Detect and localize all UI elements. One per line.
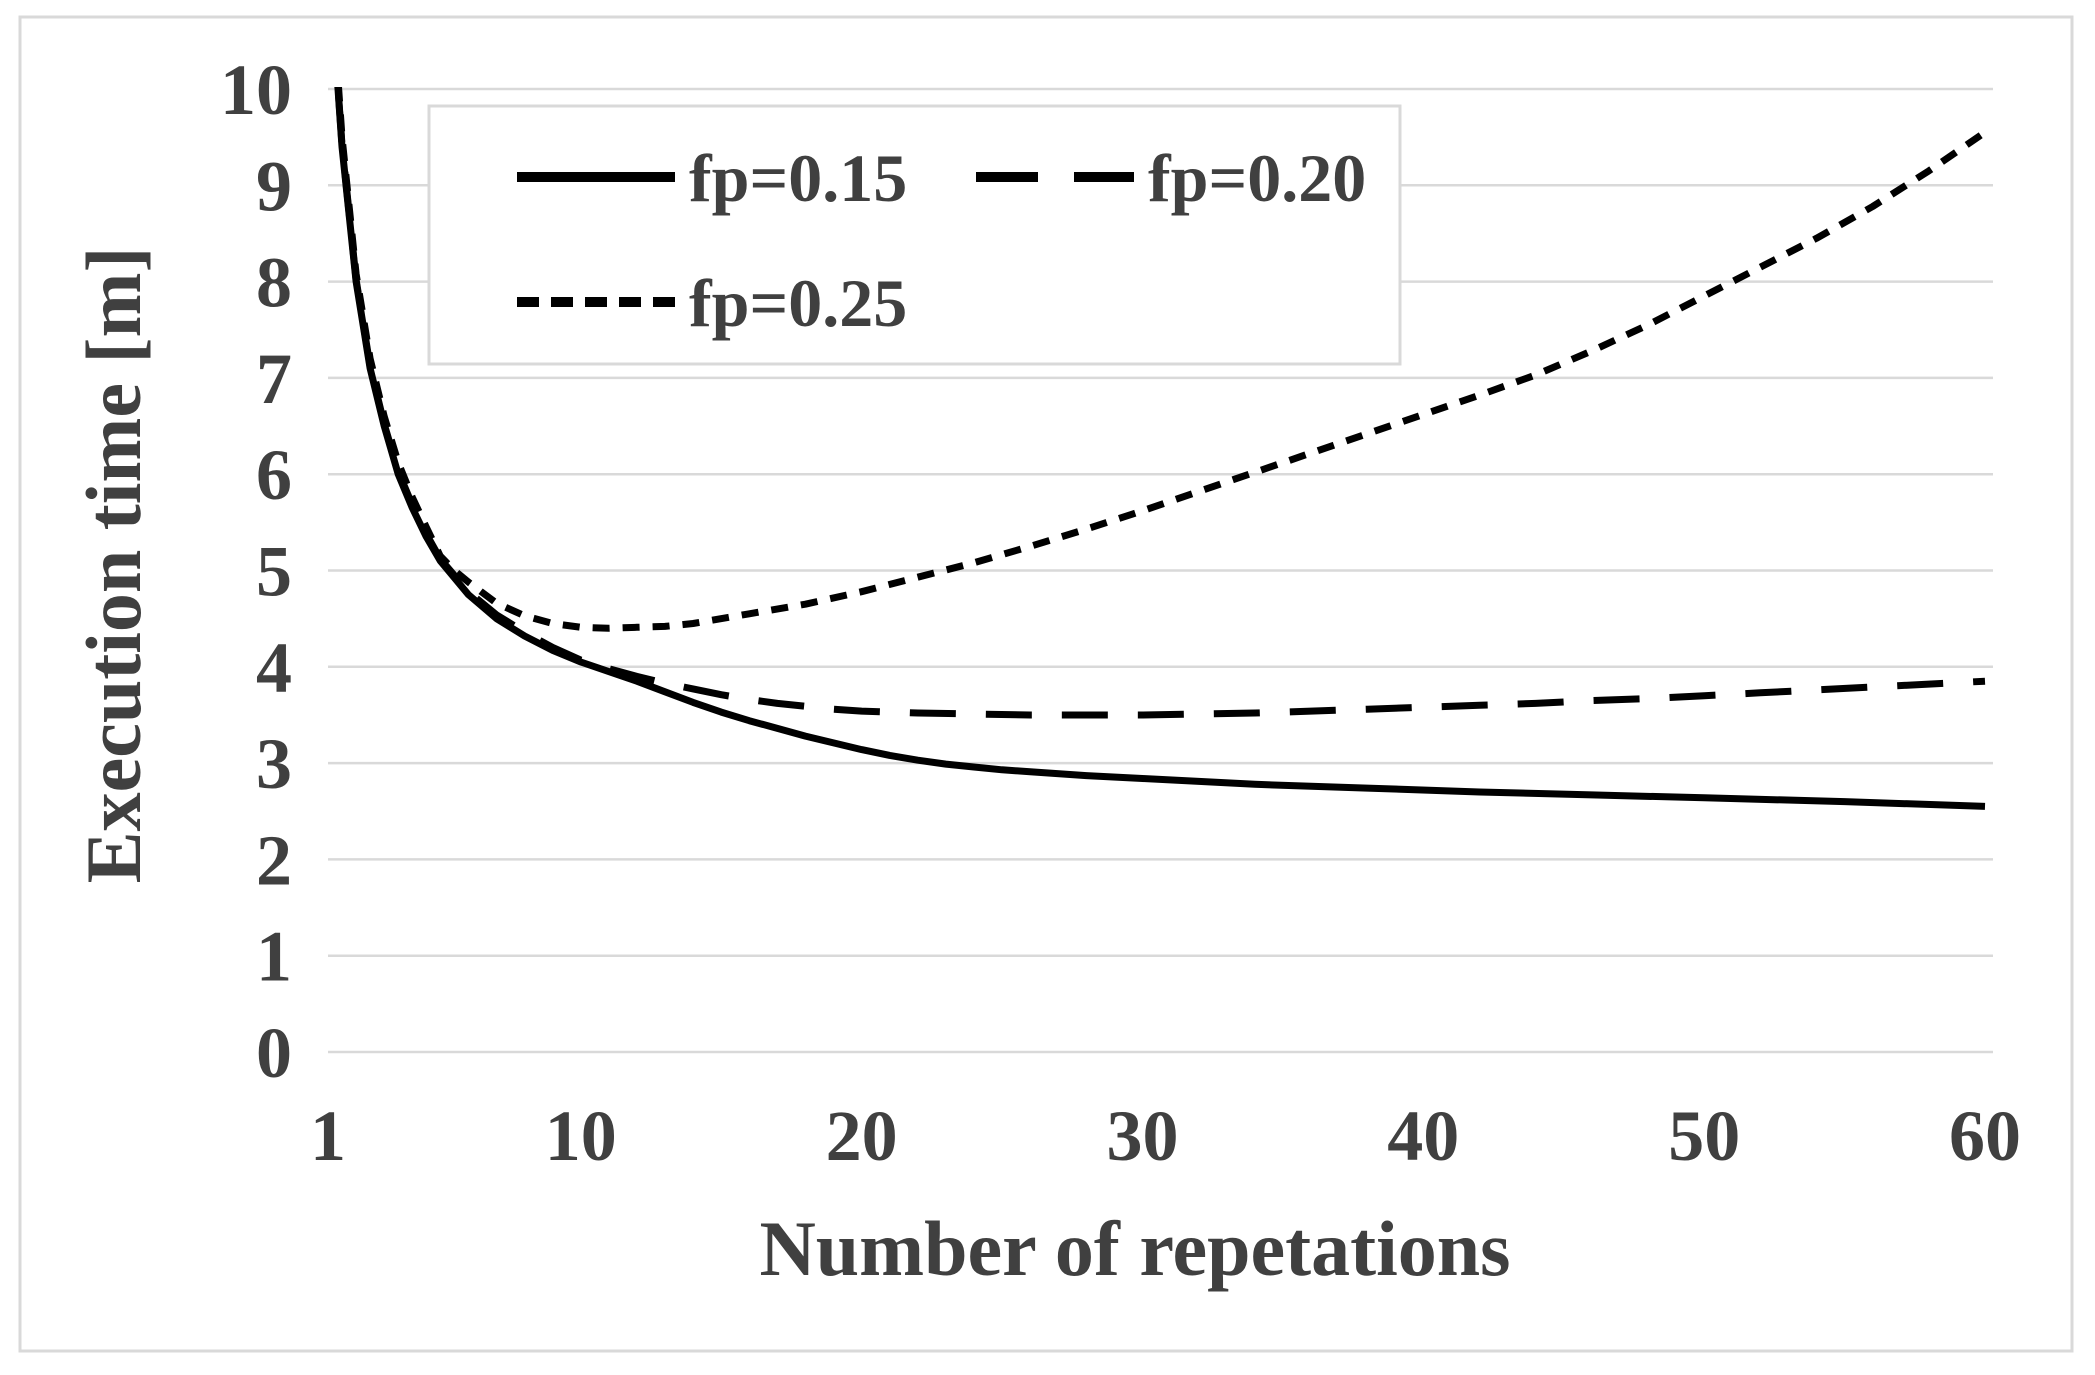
legend-box [427,104,1402,366]
y-tick-label-4: 4 [256,628,292,708]
legend-label-fp015: fp=0.15 [689,140,907,216]
legend-label-fp025: fp=0.25 [689,265,907,341]
legend: fp=0.15 fp=0.20 fp=0.25 [427,104,1402,366]
y-axis-tick-labels: 0 1 2 3 4 5 6 7 8 9 10 [220,50,292,1093]
y-tick-label-8: 8 [256,243,292,323]
legend-label-fp020: fp=0.20 [1148,140,1366,216]
series-line-fp-0-25 [335,87,1987,632]
x-tick-label-60: 60 [1949,1096,2021,1176]
y-tick-label-3: 3 [256,724,292,804]
x-tick-label-40: 40 [1387,1096,1459,1176]
y-tick-label-2: 2 [256,820,292,900]
y-tick-label-10: 10 [220,50,292,130]
x-axis-tick-labels: 1 10 20 30 40 50 60 [310,1096,2021,1176]
y-tick-label-1: 1 [256,917,292,997]
y-tick-label-0: 0 [256,1013,292,1093]
x-tick-label-30: 30 [1107,1096,1179,1176]
series-lines [334,87,1987,810]
y-tick-label-9: 9 [256,146,292,226]
chart-border [18,15,2074,1353]
x-axis-title: Number of repetations [759,1205,1510,1292]
series-line-fp-0-15 [334,87,1986,810]
x-tick-label-1: 1 [310,1096,346,1176]
x-tick-label-50: 50 [1668,1096,1740,1176]
y-tick-label-7: 7 [256,339,292,419]
x-tick-label-10: 10 [545,1096,617,1176]
y-axis-title: Execution time [m] [70,247,157,884]
y-tick-label-5: 5 [256,532,292,612]
x-tick-label-20: 20 [826,1096,898,1176]
y-tick-label-6: 6 [256,435,292,515]
